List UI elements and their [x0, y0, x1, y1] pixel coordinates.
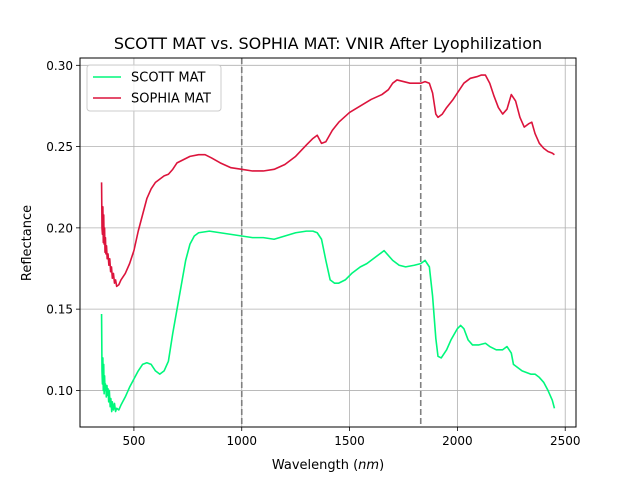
x-axis: 500 1000 1500 2000 2500 — [122, 427, 580, 448]
y-tick-label: 0.15 — [46, 303, 73, 317]
series-line-sophia-mat — [100, 74, 555, 288]
y-axis: 0.10 0.15 0.20 0.25 0.30 — [46, 59, 80, 398]
x-tick-label: 1500 — [334, 434, 365, 448]
legend: SCOTT MAT SOPHIA MAT — [86, 64, 222, 112]
legend-label-sophia-mat: SOPHIA MAT — [131, 92, 211, 107]
legend-label-scott-mat: SCOTT MAT — [131, 71, 205, 86]
x-axis-label-unit-open: ( — [349, 458, 358, 473]
x-tick-label: 2000 — [442, 434, 473, 448]
reference-lines — [240, 58, 422, 427]
x-tick-label: 500 — [122, 434, 145, 448]
x-axis-label-unit-close: ) — [379, 458, 384, 473]
y-tick-label: 0.10 — [46, 384, 73, 398]
y-axis-label: Reflectance — [20, 205, 35, 281]
x-tick-label: 1000 — [226, 434, 257, 448]
series-line-scott-mat — [100, 230, 556, 413]
y-tick-label: 0.30 — [46, 59, 73, 73]
y-tick-label: 0.20 — [46, 221, 73, 235]
x-tick-label: 2500 — [550, 434, 581, 448]
series-group — [100, 74, 556, 413]
x-axis-label-unit: nm — [358, 458, 379, 473]
plot-frame — [79, 57, 577, 428]
x-axis-label: Wavelength (nm) — [272, 458, 384, 473]
chart-title: SCOTT MAT vs. SOPHIA MAT: VNIR After Lyo… — [114, 34, 542, 53]
x-axis-label-main: Wavelength — [272, 458, 349, 473]
y-tick-label: 0.25 — [46, 140, 73, 154]
